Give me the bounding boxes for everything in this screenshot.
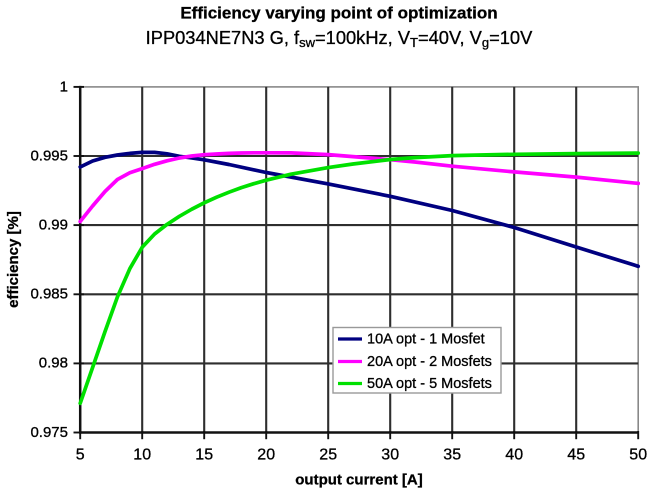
svg-text:30: 30 <box>381 447 399 464</box>
svg-text:1: 1 <box>60 79 68 96</box>
svg-text:IPP034NE7N3 G, fsw=100kHz, VT=: IPP034NE7N3 G, fsw=100kHz, VT=40V, Vg=10… <box>146 27 533 50</box>
svg-text:output current [A]: output current [A] <box>295 472 422 489</box>
svg-text:20: 20 <box>257 447 275 464</box>
svg-text:40: 40 <box>505 447 523 464</box>
svg-text:20A opt - 2 Mosfets: 20A opt - 2 Mosfets <box>367 354 492 370</box>
svg-text:Efficiency varying point of op: Efficiency varying point of optimization <box>180 4 497 23</box>
svg-text:0.995: 0.995 <box>30 148 68 165</box>
svg-text:35: 35 <box>443 447 461 464</box>
svg-text:0.985: 0.985 <box>30 286 68 303</box>
svg-text:5: 5 <box>76 447 85 464</box>
svg-text:50A opt - 5 Mosfets: 50A opt - 5 Mosfets <box>367 376 492 392</box>
svg-text:0.975: 0.975 <box>30 424 68 441</box>
svg-text:0.98: 0.98 <box>39 355 68 372</box>
svg-text:25: 25 <box>319 447 337 464</box>
svg-text:efficiency [%]: efficiency [%] <box>5 211 22 308</box>
svg-text:50: 50 <box>629 447 647 464</box>
svg-text:0.99: 0.99 <box>39 217 68 234</box>
svg-text:10A opt - 1 Mosfet: 10A opt - 1 Mosfet <box>367 332 485 348</box>
svg-text:45: 45 <box>567 447 585 464</box>
svg-text:15: 15 <box>195 447 213 464</box>
svg-text:10: 10 <box>133 447 151 464</box>
